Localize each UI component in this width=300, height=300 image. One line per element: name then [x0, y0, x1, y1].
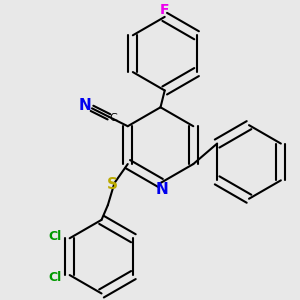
Text: N: N	[155, 182, 168, 197]
Text: N: N	[78, 98, 91, 113]
Text: F: F	[160, 2, 169, 16]
Text: C: C	[109, 113, 117, 123]
Text: Cl: Cl	[48, 271, 62, 284]
Text: Cl: Cl	[48, 230, 62, 243]
Text: S: S	[107, 177, 118, 192]
